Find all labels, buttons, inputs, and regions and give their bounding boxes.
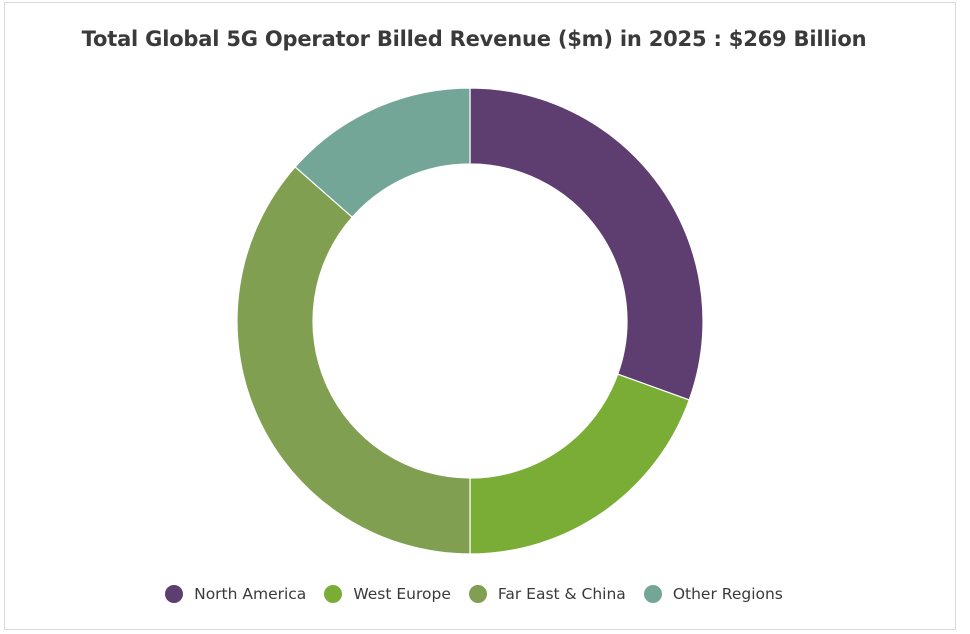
chart-legend: North America West Europe Far East & China… [5,585,943,603]
donut-slice-other-regions[interactable] [294,87,471,219]
chart-title: Total Global 5G Operator Billed Revenue … [81,27,867,51]
legend-item-north-america[interactable]: North America [165,585,306,603]
chart-frame: Total Global 5G Operator Billed Revenue … [4,2,956,630]
legend-label: Other Regions [672,585,783,603]
donut-slice-north-america[interactable] [469,87,704,401]
legend-marker-icon [468,585,487,603]
legend-marker-icon [165,585,184,603]
legend-marker-icon [643,585,662,603]
legend-label: Far East & China [497,585,626,603]
legend-item-west-europe[interactable]: West Europe [324,585,451,603]
legend-item-other-regions[interactable]: Other Regions [643,585,783,603]
legend-label: North America [194,585,307,603]
legend-label: West Europe [353,585,451,603]
legend-marker-icon [324,585,343,603]
donut-chart [236,87,704,555]
donut-slice-far-east-china[interactable] [236,166,471,555]
donut-slice-west-europe[interactable] [469,373,690,555]
legend-item-far-east-china[interactable]: Far East & China [468,585,626,603]
